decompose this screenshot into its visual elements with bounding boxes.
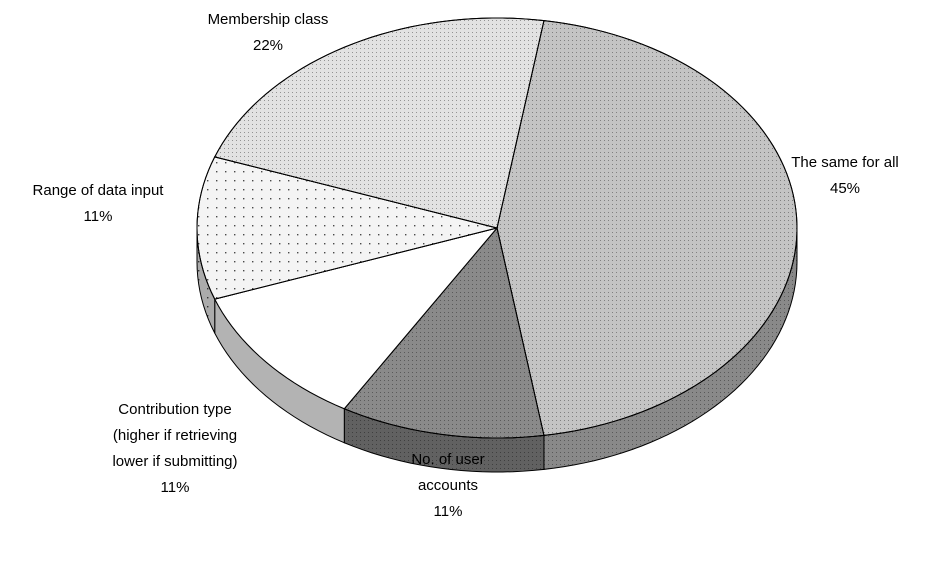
slice-texture	[196, 156, 498, 300]
slice-label: (higher if retrieving	[113, 427, 237, 444]
slice	[213, 227, 499, 410]
slice-side-texture	[543, 228, 797, 470]
slice-side-texture	[197, 228, 215, 334]
slice-texture	[343, 226, 545, 439]
slice-texture	[496, 20, 798, 436]
slice-label: No. of user	[411, 451, 484, 468]
slice-side-texture	[344, 408, 544, 472]
value-label: 22%	[253, 37, 283, 54]
slice-label: The same for all	[791, 154, 899, 171]
value-label: 45%	[830, 180, 860, 197]
value-label: 11%	[84, 208, 113, 225]
slice-label: Range of data input	[33, 182, 165, 199]
slice-label: accounts	[418, 477, 478, 494]
slice-texture	[213, 17, 545, 229]
slice-label: lower if submitting)	[112, 453, 237, 470]
value-label: 11%	[434, 503, 463, 520]
slice-label: Membership class	[208, 11, 329, 28]
value-label: 11%	[161, 479, 190, 496]
slice-label: Contribution type	[118, 401, 231, 418]
